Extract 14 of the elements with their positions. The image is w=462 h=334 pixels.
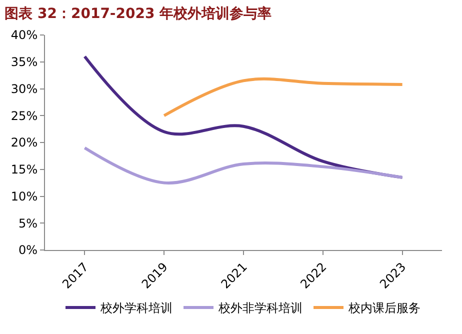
y-tick-label: 0% xyxy=(18,243,38,258)
legend-label: 校外非学科培训 xyxy=(218,301,302,316)
y-tick-label: 5% xyxy=(18,216,38,230)
y-tick-label: 15% xyxy=(10,162,38,177)
y-tick-label: 10% xyxy=(10,189,38,204)
y-tick-label: 35% xyxy=(10,55,38,70)
y-tick-label: 25% xyxy=(10,108,38,123)
y-tick-label: 40% xyxy=(10,28,38,42)
legend-label: 校内课后服务 xyxy=(348,301,420,316)
y-tick-label: 20% xyxy=(10,136,38,150)
y-tick-label: 30% xyxy=(10,82,38,96)
line-series xyxy=(83,146,404,184)
legend-label: 校外学科培训 xyxy=(100,301,172,316)
chart-title: 图表 32：2017-2023 年校外培训参与率 xyxy=(4,5,272,22)
